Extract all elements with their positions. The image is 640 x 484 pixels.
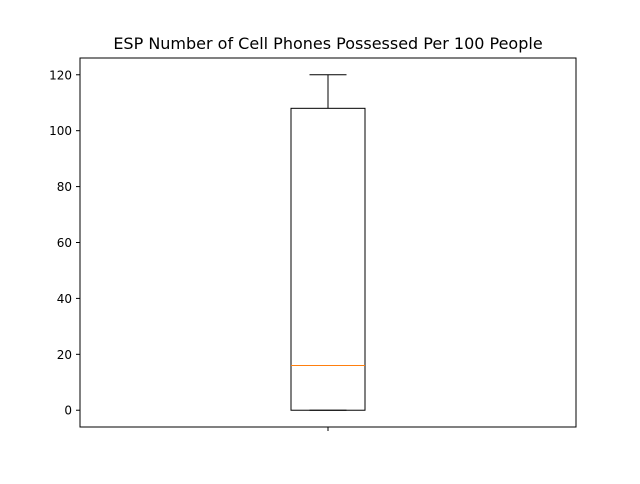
y-axis: 0 20 40 60 80 100 120: [49, 68, 80, 418]
y-tick-label: 80: [57, 180, 72, 194]
y-tick-label: 120: [49, 68, 72, 82]
chart-title: ESP Number of Cell Phones Possessed Per …: [113, 34, 542, 53]
y-tick-label: 60: [57, 236, 72, 250]
y-tick-label: 20: [57, 348, 72, 362]
y-tick-label: 40: [57, 292, 72, 306]
y-tick-label: 100: [49, 124, 72, 138]
y-tick-label: 0: [64, 404, 72, 418]
plot-frame: [79, 57, 577, 428]
box-group: [290, 74, 366, 411]
iqr-box: [290, 107, 366, 411]
